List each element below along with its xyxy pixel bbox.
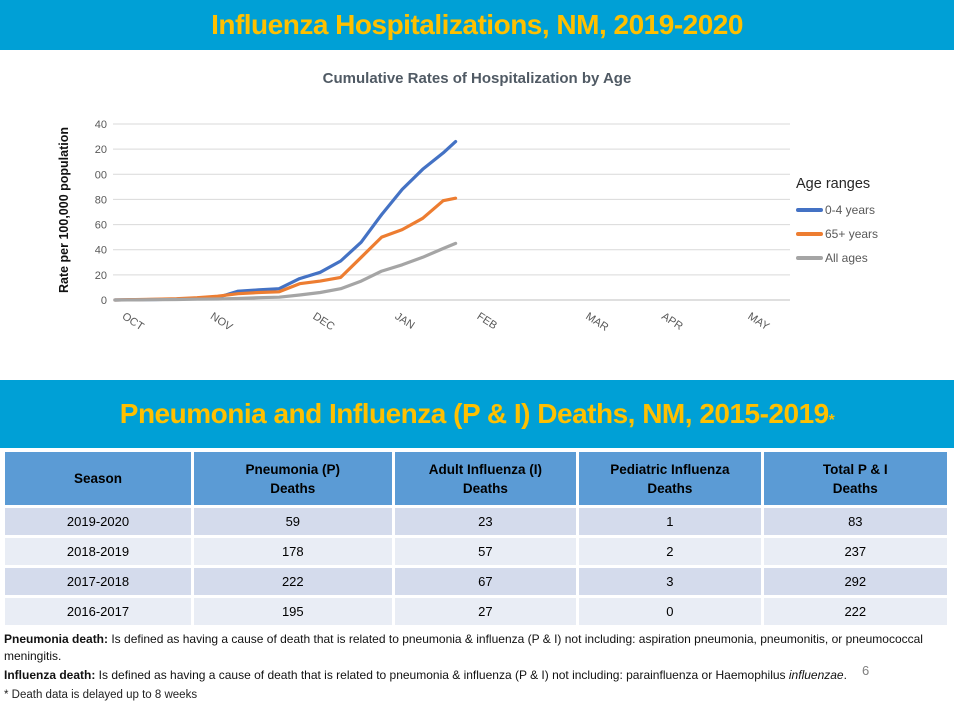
influenzae-italic: influenzae	[788, 668, 844, 682]
column-header: Season	[5, 452, 195, 508]
y-tick-label: 140	[95, 119, 107, 131]
influenza-death-text: Is defined as having a cause of death th…	[95, 668, 789, 682]
legend-entry: 0-4 years	[796, 202, 951, 218]
table-cell: 195	[192, 596, 395, 628]
legend-line-swatch	[796, 256, 823, 260]
y-tick-label: 40	[95, 245, 107, 257]
table-cell: 1	[577, 506, 764, 538]
x-tick-label: MAR	[583, 310, 610, 333]
pneumonia-death-text: Is defined as having a cause of death th…	[4, 632, 923, 663]
x-tick-label: APR	[659, 310, 685, 332]
table-cell: 237	[762, 536, 947, 568]
legend-title: Age ranges	[796, 176, 871, 192]
legend-label: 65+ years	[825, 227, 879, 241]
slide2-banner-title: Pneumonia and Influenza (P & I) Deaths, …	[0, 380, 954, 448]
legend-label: All ages	[825, 251, 868, 265]
chart-title: Cumulative Rates of Hospitalization by A…	[322, 70, 632, 87]
chart-legend: Age ranges 0-4 years 65+ years All ages	[796, 176, 951, 274]
x-tick-label: NOV	[208, 310, 235, 333]
slide1-banner-title: Influenza Hospitalizations, NM, 2019-202…	[0, 0, 954, 50]
table-header-row: Season Pneumonia (P) Deaths Adult Influenza…	[5, 452, 947, 508]
series-line-0-4-years	[113, 140, 458, 302]
table-cell: 2	[577, 536, 764, 568]
x-tick-label: DEC	[311, 310, 337, 333]
delay-footnote: * Death data is delayed up to 8 weeks	[4, 689, 198, 701]
y-tick-label: 80	[95, 194, 107, 206]
column-header: Pneumonia (P) Deaths	[192, 452, 395, 508]
pi-deaths-table: Season Pneumonia (P) Deaths Adult Influenza…	[5, 452, 947, 628]
legend-entry: All ages	[796, 250, 951, 266]
y-tick-label: 120	[95, 144, 107, 156]
table-cell: 57	[393, 536, 580, 568]
x-tick-label: MAY	[745, 310, 771, 333]
table-cell: 67	[393, 566, 580, 598]
table-cell: 292	[762, 566, 947, 598]
table-cell: 2017-2018	[5, 566, 195, 598]
table-row: 2018-2019 178 57 2 237	[5, 536, 947, 568]
y-tick-label: 0	[101, 295, 107, 307]
influenza-death-definition: Influenza death: Is defined as having a …	[4, 667, 952, 684]
table-cell: 23	[393, 506, 580, 538]
table-row: 2017-2018 222 67 3 292	[5, 566, 947, 598]
table-cell: 3	[577, 566, 764, 598]
table-header: Season Pneumonia (P) Deaths Adult Influenza…	[5, 452, 947, 508]
table-cell: 2018-2019	[5, 536, 195, 568]
pneumonia-death-label: Pneumonia death:	[4, 632, 109, 646]
y-axis-title: Rate per 100,000 population	[57, 126, 71, 294]
table-cell: 178	[192, 536, 395, 568]
table-cell: 2016-2017	[5, 596, 195, 628]
column-header: Pediatric Influenza Deaths	[577, 452, 764, 508]
table-body: 2019-2020 59 23 1 83 2018-2019 178 57 2 237 2017-2…	[5, 506, 947, 628]
table-row: 2016-2017 195 27 0 222	[5, 596, 947, 628]
y-tick-label: 60	[95, 220, 107, 232]
hospitalization-rate-line-chart: 0 20 40 60 80 100 120 140 OCT NOV DEC JAN FEB MAR APR M…	[95, 119, 790, 334]
page-number: 6	[862, 663, 870, 678]
influenza-death-label: Influenza death:	[4, 668, 96, 682]
table-cell: 2019-2020	[5, 506, 195, 538]
banner-footnote-asterisk: *	[828, 412, 835, 429]
table-cell: 27	[393, 596, 580, 628]
table-cell: 222	[762, 596, 947, 628]
definitions: Pneumonia death: Is defined as having a …	[4, 631, 952, 687]
influenza-death-period: .	[843, 668, 847, 682]
series-line-all-ages	[113, 241, 458, 302]
x-tick-label: FEB	[475, 310, 499, 332]
column-header: Total P & I Deaths	[762, 452, 947, 508]
table-cell: 83	[762, 506, 947, 538]
legend-line-swatch	[796, 232, 823, 236]
pneumonia-death-definition: Pneumonia death: Is defined as having a …	[4, 631, 952, 664]
legend-label: 0-4 years	[825, 203, 876, 217]
table-cell: 222	[192, 566, 395, 598]
slide2-banner-text: Pneumonia and Influenza (P & I) Deaths, …	[119, 398, 829, 429]
x-tick-label: JAN	[393, 310, 417, 331]
legend-line-swatch	[796, 208, 823, 212]
y-tick-label: 20	[95, 270, 107, 282]
legend-entry: 65+ years	[796, 226, 951, 242]
table-cell: 59	[192, 506, 395, 538]
x-tick-label: OCT	[120, 310, 146, 333]
table-cell: 0	[577, 596, 764, 628]
table-row: 2019-2020 59 23 1 83	[5, 506, 947, 538]
column-header: Adult Influenza (I) Deaths	[393, 452, 580, 508]
y-tick-label: 100	[95, 169, 107, 181]
